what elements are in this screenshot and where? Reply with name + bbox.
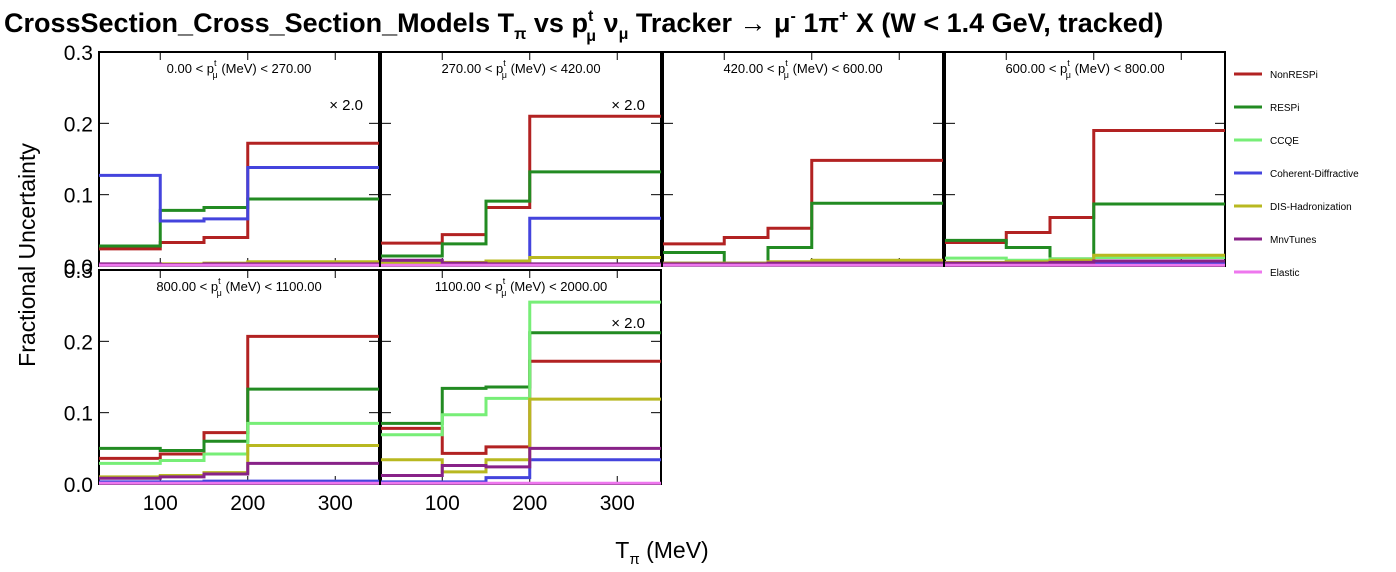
panel-scale-label: × 2.0 [611,315,645,332]
series-mnvtunes [945,259,1225,265]
series-mnvtunes [663,261,943,266]
series-coherent-diffractive [99,166,379,223]
series-mnvtunes [381,446,661,477]
panel-frame [944,51,1226,267]
legend-label: DIS-Hadronization [1270,202,1352,213]
legend-item: Elastic [1234,268,1299,279]
x-tick-label: 300 [318,492,353,515]
series-nonrespi [99,141,379,251]
legend-item: RESPi [1234,103,1299,114]
series-respi [381,170,661,258]
panel-frame [98,269,380,485]
panel-1: 0.00 < pt μ (MeV) < 270.00 × 2.0 0.0 0.1 0.2 0… [64,42,380,279]
legend: NonRESPi RESPi CCQE Coherent-Diffractive DIS… [1234,70,1359,279]
panel-bin-label: 1100.00 < pt μ (MeV) < 2000.00 [435,276,608,298]
y-tick-label: 0.1 [64,185,93,208]
series-mnvtunes [99,461,379,480]
legend-item: NonRESPi [1234,70,1318,81]
panel-5: 800.00 < pt μ (MeV) < 1100.00 0.0 0.1 0.2 0.3… [64,260,380,515]
legend-label: MnvTunes [1270,235,1316,246]
series-respi [663,201,943,265]
y-tick-label: 0.0 [64,474,93,497]
panel-4: 600.00 < pt μ (MeV) < 800.00 [944,51,1226,267]
legend-item: MnvTunes [1234,235,1316,246]
panel-bin-label: 270.00 < pt μ (MeV) < 420.00 [441,58,600,80]
y-tick-label: 0.3 [64,260,93,283]
y-tick-label: 0.2 [64,113,93,136]
series-respi [945,202,1225,261]
panel-bin-label: 0.00 < pt μ (MeV) < 270.00 [167,58,312,80]
y-tick-label: 0.1 [64,403,93,426]
y-tick-label: 0.3 [64,42,93,65]
series-nonrespi [663,158,943,246]
x-tick-label: 200 [230,492,265,515]
x-tick-label: 100 [143,492,178,515]
panel-frame [380,51,662,267]
x-tick-label: 300 [600,492,635,515]
legend-label: NonRESPi [1270,70,1318,81]
panel-scale-label: × 2.0 [611,97,645,114]
panel-bin-label: 420.00 < pt μ (MeV) < 600.00 [723,58,882,80]
legend-label: CCQE [1270,136,1299,147]
panel-6: 1100.00 < pt μ (MeV) < 2000.00× 2.0 100 200… [380,269,662,515]
y-tick-label: 0.2 [64,331,93,354]
panels-group: 0.00 < pt μ (MeV) < 270.00 × 2.0 0.0 0.1 0.2 0… [64,42,1226,515]
panel-frame [98,51,380,267]
series-coherent-diffractive [99,479,379,484]
legend-label: Coherent-Diffractive [1270,169,1359,180]
panel-bin-label: 600.00 < pt μ (MeV) < 800.00 [1005,58,1164,80]
series-respi [99,387,379,452]
legend-item: Coherent-Diffractive [1234,169,1359,180]
legend-label: Elastic [1270,268,1299,279]
legend-item: DIS-Hadronization [1234,202,1352,213]
x-tick-label: 100 [425,492,460,515]
series-ccqe [381,300,661,437]
panel-bin-label: 800.00 < pt μ (MeV) < 1100.00 [156,276,321,298]
legend-label: RESPi [1270,103,1299,114]
x-tick-label: 200 [512,492,547,515]
chart-title: CrossSection_Cross_Section_Models Tπ vs … [4,8,1163,45]
y-tick-label: 0.0 [64,256,93,279]
x-axis-title: Tπ (MeV) [615,537,708,568]
panel-scale-label: × 2.0 [329,97,363,114]
panel-2: 270.00 < pt μ (MeV) < 420.00 × 2.0 [380,51,662,267]
y-axis-title: Fractional Uncertainty [14,143,40,367]
legend-item: CCQE [1234,136,1299,147]
panel-3: 420.00 < pt μ (MeV) < 600.00 [662,51,944,267]
series-ccqe [99,421,379,465]
